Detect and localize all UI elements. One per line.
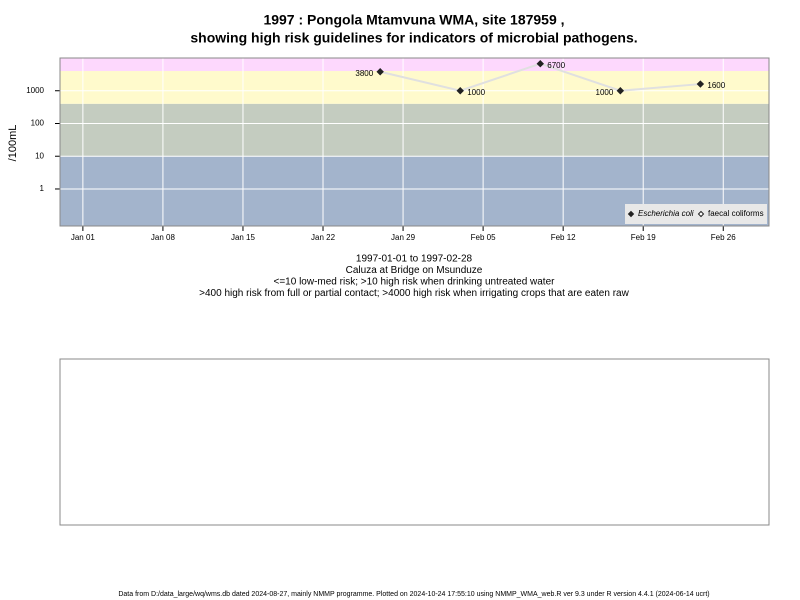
x-tick-label: Feb 12 — [551, 233, 576, 242]
x-tick-label: Jan 08 — [151, 233, 176, 242]
data-label: 3800 — [355, 69, 373, 78]
plot — [60, 58, 769, 226]
legend-marker — [627, 210, 635, 218]
chart-title-line-2: showing high risk guidelines for indicat… — [190, 30, 637, 46]
legend: Escherichia coli faecal coliforms — [625, 204, 767, 224]
data-label: 1600 — [707, 81, 725, 90]
x-tick-label: Feb 19 — [631, 233, 656, 242]
x-tick-label: Feb 05 — [471, 233, 496, 242]
y-tick-label: 1 — [40, 184, 45, 193]
empty-panel — [59, 358, 770, 526]
legend-box — [625, 204, 767, 224]
data-label: 6700 — [547, 61, 565, 70]
risk-band — [60, 58, 769, 72]
data-label: 1000 — [596, 88, 614, 97]
legend-marker — [697, 210, 705, 218]
data-point — [616, 87, 625, 95]
data-point — [376, 68, 384, 76]
legend-label: faecal coliforms — [708, 209, 764, 218]
legend-label: Escherichia coli — [638, 209, 694, 218]
data-label: 1000 — [467, 88, 485, 97]
y-tick-label: 10 — [35, 151, 44, 160]
chart-title: 1997 : Pongola Mtamvuna WMA, site 187959… — [263, 12, 564, 28]
risk-band — [60, 103, 769, 157]
data-point — [456, 87, 464, 95]
x-tick-label: Feb 26 — [711, 233, 736, 242]
x-tick-label: Jan 01 — [71, 233, 96, 242]
subtitle: Caluza at Bridge on Msunduze — [346, 265, 483, 276]
y-axis-label: /100mL — [7, 125, 19, 162]
y-tick-label: 1000 — [26, 86, 44, 95]
y-tick-label: 100 — [31, 119, 45, 128]
data-point — [536, 59, 544, 68]
data-point — [696, 80, 705, 88]
subtitle: 1997-01-01 to 1997-02-28 — [356, 254, 473, 265]
subtitle: <=10 low-med risk; >10 high risk when dr… — [274, 277, 556, 288]
subtitle: >400 high risk from full or partial cont… — [199, 288, 629, 299]
x-tick-label: Jan 29 — [391, 233, 416, 242]
footer: Data from D:/data_large/wq/wms.db dated … — [118, 591, 709, 598]
x-tick-label: Jan 22 — [311, 233, 336, 242]
plot-frame — [59, 57, 770, 227]
x-tick-label: Jan 15 — [231, 233, 256, 242]
